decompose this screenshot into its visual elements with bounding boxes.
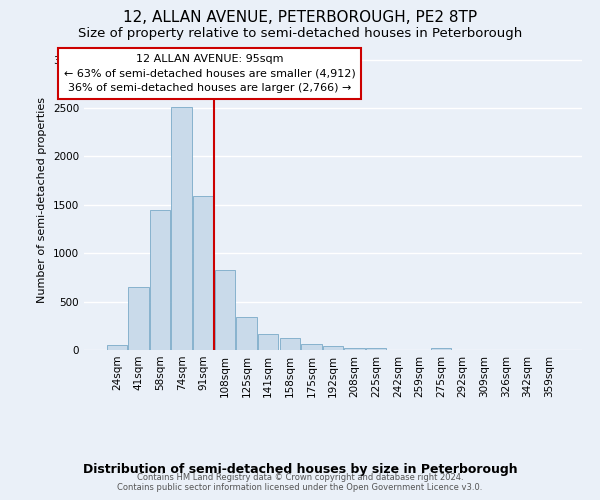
Y-axis label: Number of semi-detached properties: Number of semi-detached properties <box>37 97 47 303</box>
Bar <box>431 348 451 350</box>
Bar <box>172 107 192 350</box>
Bar <box>258 334 278 350</box>
Text: Distribution of semi-detached houses by size in Peterborough: Distribution of semi-detached houses by … <box>83 462 517 475</box>
Bar <box>236 316 257 350</box>
Bar <box>193 196 214 350</box>
Bar <box>280 338 300 350</box>
Text: 12 ALLAN AVENUE: 95sqm
← 63% of semi-detached houses are smaller (4,912)
36% of : 12 ALLAN AVENUE: 95sqm ← 63% of semi-det… <box>64 54 356 94</box>
Bar <box>128 287 149 350</box>
Bar <box>344 348 365 350</box>
Bar <box>107 345 127 350</box>
Bar <box>323 346 343 350</box>
Bar <box>301 344 322 350</box>
Bar <box>366 348 386 350</box>
Text: Contains HM Land Registry data © Crown copyright and database right 2024.
Contai: Contains HM Land Registry data © Crown c… <box>118 473 482 492</box>
Bar <box>150 210 170 350</box>
Text: Size of property relative to semi-detached houses in Peterborough: Size of property relative to semi-detach… <box>78 28 522 40</box>
Bar <box>215 270 235 350</box>
Text: 12, ALLAN AVENUE, PETERBOROUGH, PE2 8TP: 12, ALLAN AVENUE, PETERBOROUGH, PE2 8TP <box>123 10 477 25</box>
